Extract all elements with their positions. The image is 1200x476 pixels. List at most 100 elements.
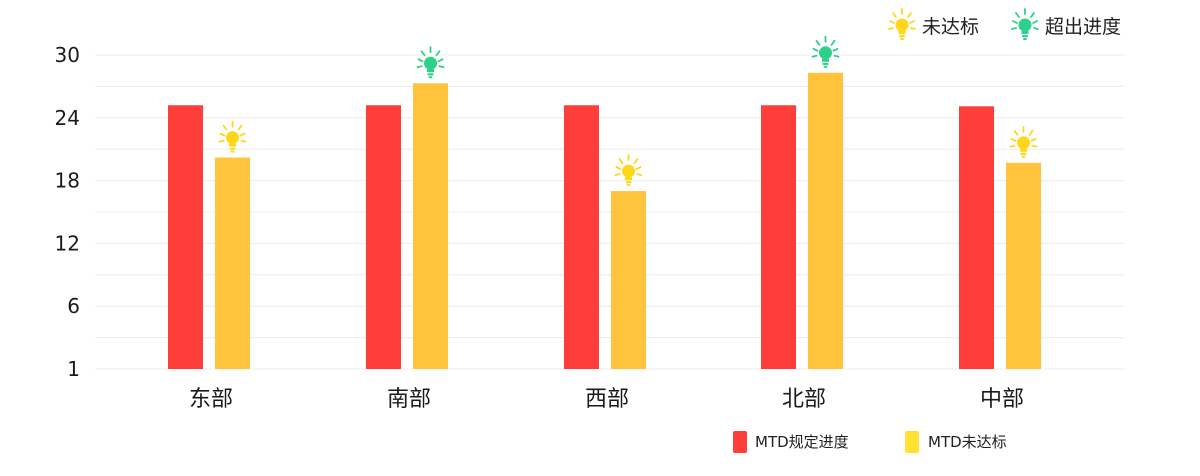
bulb-glass [895, 18, 909, 32]
bulb-base [625, 181, 632, 184]
legend-swatch [733, 431, 747, 453]
bulb-tip [230, 150, 235, 153]
bulb-ray [1015, 12, 1020, 18]
legend-bottom-label: MTD未达标 [928, 433, 1007, 451]
bulb-ray [636, 173, 643, 176]
bulb-ray [888, 27, 894, 30]
bulb-ray [907, 12, 912, 18]
bulb-ray [438, 65, 445, 69]
bulb-ray [812, 47, 819, 52]
bulb-ray [1032, 20, 1038, 24]
x-category-label: 中部 [980, 387, 1024, 412]
bulb-tip [428, 76, 433, 79]
bulb-glass [819, 46, 832, 60]
bar-mtd-actual [413, 83, 448, 369]
bulb-neck [1021, 31, 1029, 34]
bulb-ray [889, 20, 895, 24]
bulb-neck [229, 143, 236, 147]
legend-bottom: MTD规定进度 MTD未达标 [733, 431, 1007, 453]
bulb-glass [622, 164, 635, 178]
lightbulb-yellow-icon [1009, 125, 1038, 158]
bar-mtd-target [168, 105, 203, 370]
bulb-ray [615, 166, 622, 170]
legend-swatch [905, 431, 919, 453]
bulb-ray [239, 132, 246, 137]
bulb-glass [424, 56, 437, 70]
grid-layer [95, 54, 1125, 370]
bar-mtd-actual [1006, 162, 1041, 369]
legend-bottom-label: MTD规定进度 [755, 433, 849, 451]
lightbulb-green-icon [1011, 8, 1039, 40]
bulb-base [822, 62, 829, 65]
bulb-ray [1009, 144, 1016, 148]
bulb-ray [811, 54, 818, 58]
status-icons-layer [218, 35, 1038, 187]
x-category-label: 西部 [585, 387, 629, 412]
y-tick-label: 6 [67, 294, 80, 318]
bulb-ray [435, 50, 441, 57]
bulb-ray [1013, 129, 1019, 136]
bulb-ray [420, 50, 426, 57]
bulb-tip [1023, 38, 1027, 40]
bulb-base [1020, 152, 1027, 156]
y-tick-label: 24 [55, 106, 80, 130]
bulb-ray [815, 39, 821, 46]
bulb-ray [222, 124, 228, 131]
bulb-neck [822, 58, 829, 62]
bulb-neck [1020, 148, 1027, 152]
bulb-ray [1030, 12, 1035, 18]
bulb-ray [237, 124, 243, 131]
bulb-base [427, 73, 434, 76]
bar-mtd-actual [611, 191, 646, 369]
bulb-neck [898, 31, 906, 34]
bulb-ray [633, 158, 639, 164]
bulb-ray [219, 132, 226, 137]
y-tick-label: 30 [55, 43, 80, 67]
bulb-neck [625, 177, 632, 181]
x-category-label: 南部 [387, 387, 431, 412]
bulb-tip [626, 184, 631, 187]
bulb-ray [618, 158, 624, 164]
legend-top-label: 超出进度 [1045, 16, 1121, 38]
lightbulb-yellow-icon [218, 120, 247, 153]
bar-mtd-target [761, 105, 796, 370]
bulb-ray [1030, 137, 1037, 142]
bulb-ray [416, 65, 423, 69]
bulb-glass [226, 131, 239, 145]
bar-mtd-target [564, 105, 599, 370]
bulb-glass [1018, 18, 1032, 32]
y-tick-label: 18 [55, 169, 80, 193]
lightbulb-green-icon [416, 46, 445, 79]
bulb-ray [1028, 129, 1034, 136]
bulb-ray [614, 173, 621, 176]
bulb-ray [833, 54, 840, 58]
bulb-ray [909, 20, 915, 24]
bulb-ray [830, 39, 836, 46]
x-category-label: 东部 [189, 387, 233, 412]
bulb-ray [240, 139, 247, 143]
bar-mtd-actual [215, 157, 250, 369]
y-tick-label: 1 [67, 357, 80, 381]
legend-top-label: 未达标 [922, 16, 979, 38]
bulb-ray [832, 47, 839, 52]
bulb-neck [427, 69, 434, 73]
x-category-label: 北部 [782, 387, 826, 412]
bulb-ray [1010, 137, 1017, 142]
bars-layer [168, 72, 1041, 370]
bulb-base [899, 35, 905, 38]
bulb-ray [218, 139, 225, 143]
legend-top: 未达标 超出进度 [888, 8, 1121, 40]
bulb-ray [892, 12, 897, 18]
bulb-base [1022, 35, 1028, 38]
bulb-base [229, 147, 236, 150]
bulb-tip [1021, 155, 1026, 158]
bulb-tip [900, 38, 904, 40]
x-axis-labels: 东部 南部 西部 北部 中部 [189, 387, 1024, 412]
y-axis-ticks: 1 6 12 18 24 30 [55, 43, 80, 381]
bulb-ray [1031, 144, 1038, 148]
bulb-tip [823, 65, 828, 68]
lightbulb-yellow-icon [888, 8, 916, 40]
bar-mtd-actual [808, 72, 843, 369]
